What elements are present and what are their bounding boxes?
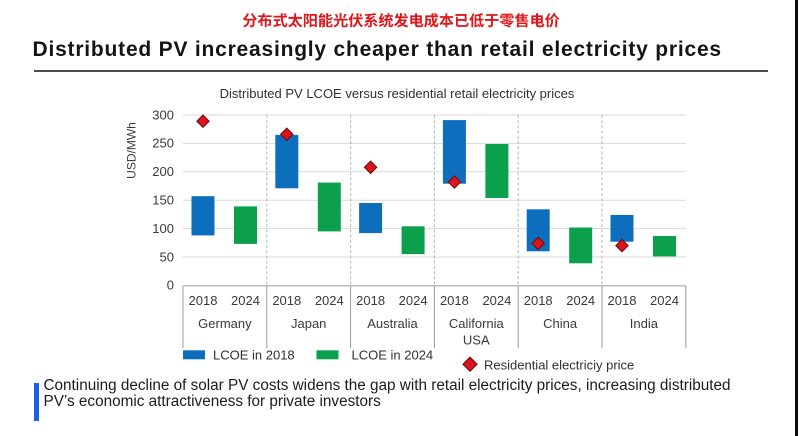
svg-text:China: China bbox=[543, 316, 578, 331]
svg-text:2024: 2024 bbox=[315, 293, 344, 308]
svg-text:Australia: Australia bbox=[367, 316, 418, 331]
svg-text:India: India bbox=[630, 316, 659, 331]
svg-text:150: 150 bbox=[152, 193, 174, 208]
svg-text:California: California bbox=[449, 316, 505, 331]
svg-text:Residential electriciy price: Residential electriciy price bbox=[484, 357, 634, 372]
svg-text:0: 0 bbox=[167, 278, 174, 293]
svg-text:2024: 2024 bbox=[566, 293, 595, 308]
svg-text:2018: 2018 bbox=[608, 293, 637, 308]
svg-text:USD/MWh: USD/MWh bbox=[125, 122, 139, 179]
svg-text:Germany: Germany bbox=[198, 316, 252, 331]
svg-text:2018: 2018 bbox=[189, 293, 218, 308]
svg-text:Japan: Japan bbox=[291, 316, 326, 331]
svg-text:2018: 2018 bbox=[440, 293, 469, 308]
svg-text:Distributed PV LCOE versus res: Distributed PV LCOE versus residential r… bbox=[220, 86, 575, 101]
svg-text:2018: 2018 bbox=[356, 293, 385, 308]
svg-text:2018: 2018 bbox=[272, 293, 301, 308]
svg-text:2024: 2024 bbox=[650, 293, 679, 308]
svg-text:250: 250 bbox=[152, 136, 174, 151]
svg-text:LCOE in 2024: LCOE in 2024 bbox=[352, 347, 434, 362]
svg-text:50: 50 bbox=[160, 249, 174, 264]
svg-text:200: 200 bbox=[152, 164, 174, 179]
svg-text:2018: 2018 bbox=[524, 293, 553, 308]
svg-text:2024: 2024 bbox=[231, 293, 260, 308]
svg-text:2024: 2024 bbox=[482, 293, 511, 308]
svg-text:300: 300 bbox=[152, 107, 174, 122]
svg-text:USA: USA bbox=[463, 333, 490, 348]
svg-text:2024: 2024 bbox=[399, 293, 428, 308]
svg-text:100: 100 bbox=[152, 221, 174, 236]
svg-text:LCOE in 2018: LCOE in 2018 bbox=[213, 347, 295, 362]
